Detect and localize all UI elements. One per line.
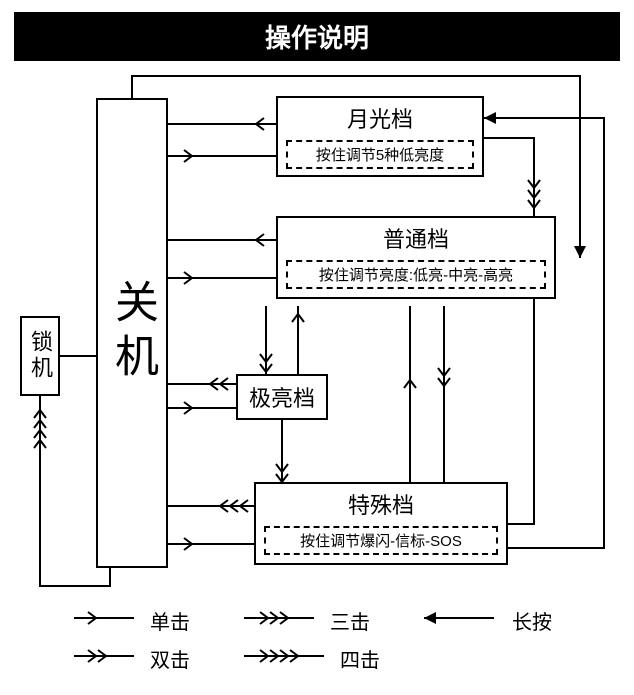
moon-sub: 按住调节5种低亮度 bbox=[286, 140, 474, 169]
legend-single: 单击 bbox=[150, 606, 190, 635]
normal-title: 普通档 bbox=[278, 218, 554, 260]
title-text: 操作说明 bbox=[265, 23, 369, 53]
node-lock: 锁机 bbox=[20, 316, 60, 396]
normal-sub: 按住调节亮度:低亮-中亮-高亮 bbox=[286, 260, 546, 289]
node-turbo: 极亮档 bbox=[236, 374, 328, 420]
legend-quad: 四击 bbox=[340, 644, 380, 673]
legend-double: 双击 bbox=[150, 644, 190, 673]
diagram-canvas: 锁机 关机 月光档 按住调节5种低亮度 普通档 按住调节亮度:低亮-中亮-高亮 … bbox=[14, 68, 620, 682]
lock-label: 锁机 bbox=[22, 324, 58, 388]
legend-hold: 长按 bbox=[512, 606, 552, 635]
node-normal: 普通档 按住调节亮度:低亮-中亮-高亮 bbox=[276, 216, 556, 299]
moon-title: 月光档 bbox=[278, 98, 482, 140]
node-off: 关机 bbox=[96, 98, 168, 568]
node-moon: 月光档 按住调节5种低亮度 bbox=[276, 96, 484, 177]
special-title: 特殊档 bbox=[256, 484, 506, 526]
legend-triple: 三击 bbox=[330, 606, 370, 635]
title-bar: 操作说明 bbox=[14, 12, 620, 61]
off-label: 关机 bbox=[100, 279, 164, 387]
node-special: 特殊档 按住调节爆闪-信标-SOS bbox=[254, 482, 508, 565]
turbo-label: 极亮档 bbox=[249, 381, 315, 413]
special-sub: 按住调节爆闪-信标-SOS bbox=[264, 526, 498, 555]
